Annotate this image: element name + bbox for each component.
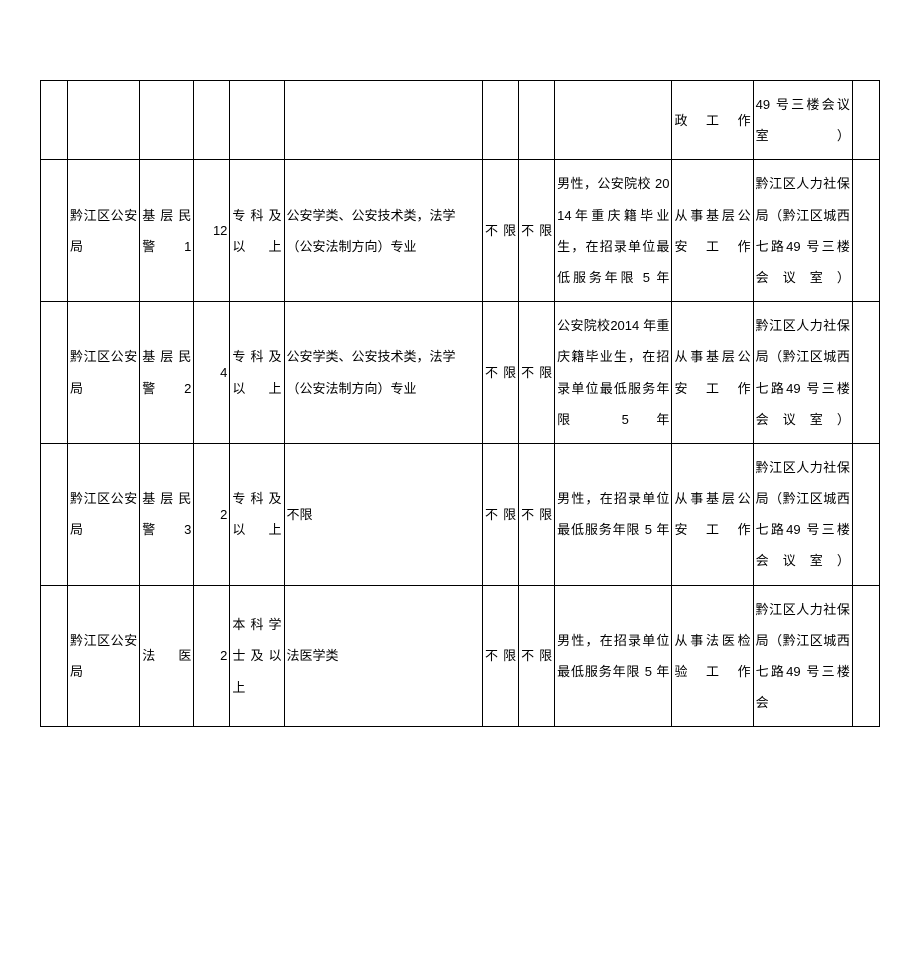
cell-limit2: 不限 bbox=[519, 443, 555, 585]
cell-position bbox=[140, 81, 194, 160]
table-body: 政工作 49 号三楼会议室） 黔江区公安局 基层民警1 12 专科及以上 公安学… bbox=[41, 81, 880, 727]
cell-duty: 从事基层公安工作 bbox=[672, 443, 753, 585]
cell-limit1: 不限 bbox=[483, 160, 519, 302]
cell-blank bbox=[41, 443, 68, 585]
cell-count: 2 bbox=[194, 585, 230, 727]
cell-duty: 从事法医检验工作 bbox=[672, 585, 753, 727]
cell-blank2 bbox=[852, 160, 879, 302]
cell-count bbox=[194, 81, 230, 160]
cell-req: 男性，公安院校 2014年重庆籍毕业生，在招录单位最低服务年限 5 年 bbox=[555, 160, 672, 302]
cell-org: 黔江区公安局 bbox=[68, 160, 140, 302]
cell-position: 基层民警1 bbox=[140, 160, 194, 302]
cell-addr: 黔江区人力社保局（黔江区城西七路49 号三楼会议室） bbox=[753, 302, 852, 444]
cell-duty: 从事基层公安工作 bbox=[672, 160, 753, 302]
cell-blank bbox=[41, 302, 68, 444]
cell-limit1: 不限 bbox=[483, 443, 519, 585]
cell-limit2: 不限 bbox=[519, 585, 555, 727]
cell-org: 黔江区公安局 bbox=[68, 585, 140, 727]
cell-blank2 bbox=[852, 443, 879, 585]
cell-limit2 bbox=[519, 81, 555, 160]
cell-edu: 专科及以上 bbox=[230, 443, 284, 585]
cell-position: 基层民警3 bbox=[140, 443, 194, 585]
cell-limit2: 不限 bbox=[519, 160, 555, 302]
cell-addr: 49 号三楼会议室） bbox=[753, 81, 852, 160]
cell-req: 公安院校2014 年重庆籍毕业生，在招录单位最低服务年限 5 年 bbox=[555, 302, 672, 444]
cell-org: 黔江区公安局 bbox=[68, 302, 140, 444]
table-row: 黔江区公安局 基层民警2 4 专科及以上 公安学类、公安技术类，法学（公安法制方… bbox=[41, 302, 880, 444]
cell-addr: 黔江区人力社保局（黔江区城西七路49 号三楼会议室） bbox=[753, 443, 852, 585]
cell-limit1 bbox=[483, 81, 519, 160]
cell-position: 基层民警2 bbox=[140, 302, 194, 444]
recruitment-table: 政工作 49 号三楼会议室） 黔江区公安局 基层民警1 12 专科及以上 公安学… bbox=[40, 80, 880, 727]
cell-org: 黔江区公安局 bbox=[68, 443, 140, 585]
table-row: 政工作 49 号三楼会议室） bbox=[41, 81, 880, 160]
table-row: 黔江区公安局 基层民警1 12 专科及以上 公安学类、公安技术类，法学（公安法制… bbox=[41, 160, 880, 302]
cell-req: 男性，在招录单位最低服务年限 5 年 bbox=[555, 443, 672, 585]
cell-edu: 专科及以上 bbox=[230, 302, 284, 444]
table-row: 黔江区公安局 基层民警3 2 专科及以上 不限 不限 不限 男性，在招录单位最低… bbox=[41, 443, 880, 585]
cell-count: 2 bbox=[194, 443, 230, 585]
cell-blank2 bbox=[852, 81, 879, 160]
cell-count: 12 bbox=[194, 160, 230, 302]
cell-duty: 政工作 bbox=[672, 81, 753, 160]
cell-edu bbox=[230, 81, 284, 160]
cell-addr: 黔江区人力社保局（黔江区城西七路49 号三楼会 bbox=[753, 585, 852, 727]
cell-limit2: 不限 bbox=[519, 302, 555, 444]
cell-blank bbox=[41, 160, 68, 302]
cell-limit1: 不限 bbox=[483, 585, 519, 727]
cell-req bbox=[555, 81, 672, 160]
cell-blank bbox=[41, 81, 68, 160]
cell-org bbox=[68, 81, 140, 160]
cell-edu: 专科及以上 bbox=[230, 160, 284, 302]
cell-edu: 本科学士及以上 bbox=[230, 585, 284, 727]
cell-major: 公安学类、公安技术类，法学（公安法制方向）专业 bbox=[284, 160, 483, 302]
cell-major: 公安学类、公安技术类，法学（公安法制方向）专业 bbox=[284, 302, 483, 444]
cell-major: 法医学类 bbox=[284, 585, 483, 727]
table-row: 黔江区公安局 法医 2 本科学士及以上 法医学类 不限 不限 男性，在招录单位最… bbox=[41, 585, 880, 727]
cell-position: 法医 bbox=[140, 585, 194, 727]
cell-blank bbox=[41, 585, 68, 727]
cell-blank2 bbox=[852, 585, 879, 727]
cell-req: 男性，在招录单位最低服务年限 5 年 bbox=[555, 585, 672, 727]
cell-count: 4 bbox=[194, 302, 230, 444]
cell-blank2 bbox=[852, 302, 879, 444]
cell-major: 不限 bbox=[284, 443, 483, 585]
cell-major bbox=[284, 81, 483, 160]
cell-limit1: 不限 bbox=[483, 302, 519, 444]
cell-addr: 黔江区人力社保局（黔江区城西七路49 号三楼会议室） bbox=[753, 160, 852, 302]
cell-duty: 从事基层公安工作 bbox=[672, 302, 753, 444]
